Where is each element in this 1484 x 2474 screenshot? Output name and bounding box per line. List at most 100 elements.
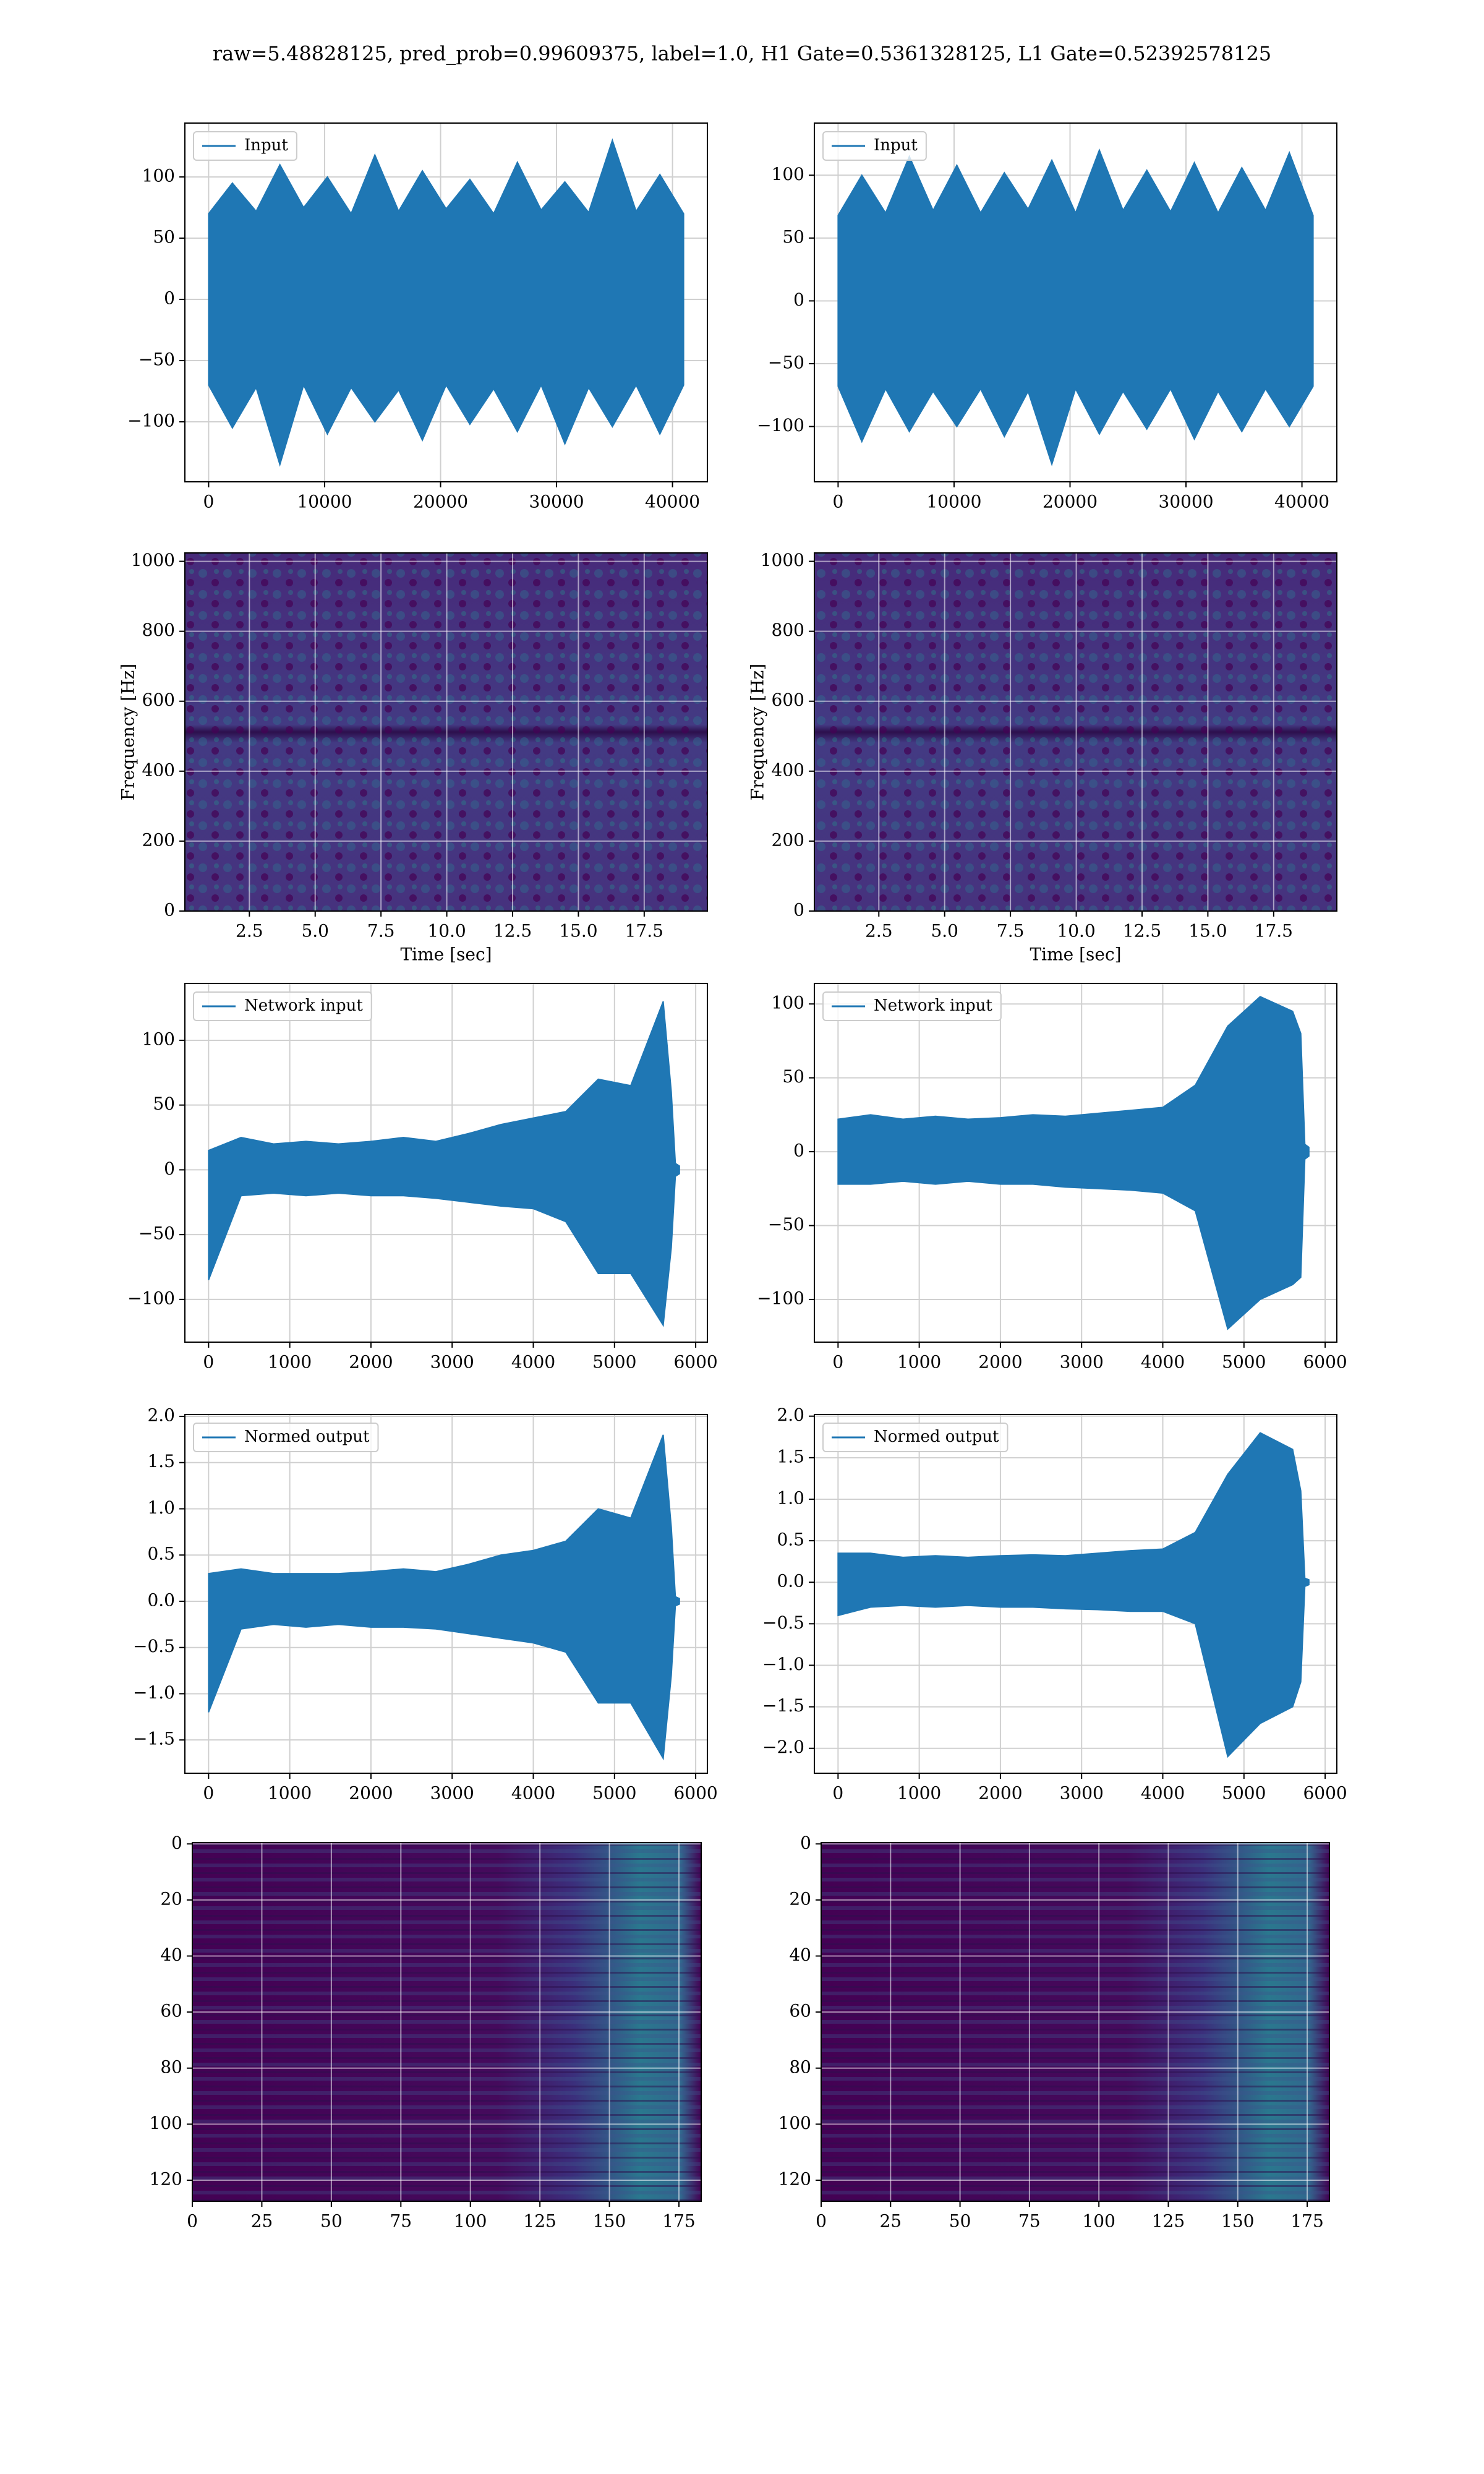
x-tick-label: 5000 [592, 1783, 636, 1804]
y-tick-label: 50 [153, 227, 175, 247]
y-tick-label: 0.5 [147, 1544, 175, 1564]
legend-box [193, 1423, 379, 1452]
axes-frame [821, 1842, 1330, 2202]
x-tick-label: 6000 [1303, 1783, 1347, 1804]
subplot: 0 1000 2000 3000 4000 5000 6000 −100 −50 0 50 100 Ne… [757, 983, 1347, 1372]
y-tick-label: −1.0 [762, 1654, 804, 1674]
subplot: 0 25 50 75 100 125 150 175 0 20 40 60 80 100 120 [150, 1833, 702, 2232]
y-tick-label: 1.0 [147, 1497, 175, 1518]
legend-box [193, 131, 297, 161]
x-tick-label: 5000 [1222, 1352, 1266, 1372]
y-tick-label: −1.5 [133, 1729, 175, 1749]
y-tick-label: 100 [772, 164, 804, 184]
x-tick-label: 175 [1290, 2211, 1323, 2232]
y-tick-label: 50 [782, 226, 804, 247]
subplot: 2.5 5.0 7.5 10.0 12.5 15.0 17.5 0 200 400 600 800 10… [748, 550, 1337, 965]
x-tick-label: 3000 [430, 1352, 474, 1372]
y-tick-label: 60 [160, 2001, 182, 2021]
x-tick-label: 10000 [926, 492, 981, 512]
x-tick-label: 4000 [1141, 1783, 1185, 1804]
x-tick-label: 125 [523, 2211, 556, 2232]
x-tick-label: 1000 [268, 1352, 312, 1372]
x-tick-label: 10.0 [427, 921, 466, 941]
signal-envelope [837, 148, 1314, 466]
y-tick-label: 0 [164, 900, 175, 920]
x-tick-label: 40000 [645, 492, 700, 512]
y-tick-label: 200 [142, 829, 175, 850]
x-tick-label: 0 [832, 492, 843, 512]
y-tick-label: 800 [772, 620, 804, 640]
x-tick-label: 2000 [978, 1783, 1022, 1804]
x-tick-label: 10.0 [1057, 921, 1095, 941]
x-tick-label: 20000 [413, 492, 468, 512]
x-tick-label: 150 [1221, 2211, 1254, 2232]
y-tick-label: 120 [150, 2169, 182, 2189]
heatmap-texture [192, 1843, 701, 2201]
legend-box [822, 991, 1002, 1021]
x-tick-label: 12.5 [493, 921, 532, 941]
x-axis-label: Time [sec] [400, 944, 492, 965]
y-tick-label: 400 [142, 760, 175, 780]
signal-envelope [837, 1432, 1310, 1758]
x-tick-label: 50 [949, 2211, 971, 2232]
y-tick-label: 1000 [131, 550, 175, 570]
y-axis-label: Frequency [Hz] [118, 664, 139, 800]
y-tick-label: 0.0 [777, 1571, 804, 1591]
x-tick-label: 40000 [1274, 492, 1329, 512]
x-axis-label: Time [sec] [1030, 944, 1121, 965]
x-tick-label: 4000 [1141, 1352, 1185, 1372]
y-tick-label: 0.0 [147, 1590, 175, 1610]
y-tick-label: 100 [142, 1029, 175, 1049]
y-tick-label: −50 [139, 349, 175, 370]
x-tick-label: 5000 [592, 1352, 636, 1372]
y-tick-label: 0 [793, 900, 804, 920]
y-tick-label: 0 [164, 1158, 175, 1179]
y-tick-label: −100 [757, 415, 804, 435]
x-tick-label: 2.5 [236, 921, 263, 941]
legend: Network input [822, 991, 1002, 1021]
y-tick-label: 0.5 [777, 1530, 804, 1550]
y-tick-label: 100 [150, 2113, 182, 2133]
figure-title: raw=5.48828125, pred_prob=0.99609375, la… [213, 42, 1271, 66]
subplot: 0 10000 20000 30000 40000 −100 −50 0 50 100 Input [127, 122, 708, 512]
y-tick-label: −50 [768, 353, 804, 373]
x-tick-label: 0 [203, 1352, 214, 1372]
x-tick-label: 75 [390, 2211, 412, 2232]
y-tick-label: −1.5 [762, 1695, 804, 1716]
x-tick-label: 5000 [1222, 1783, 1266, 1804]
y-axis-label: Frequency [Hz] [748, 664, 768, 800]
axes-frame [814, 1414, 1337, 1774]
y-tick-label: 20 [789, 1888, 811, 1909]
y-tick-label: 60 [789, 2001, 811, 2021]
x-tick-label: 2000 [349, 1352, 393, 1372]
axes-frame [814, 983, 1337, 1343]
x-tick-label: 10000 [297, 492, 352, 512]
y-tick-label: 200 [772, 829, 804, 850]
x-tick-label: 3000 [1060, 1783, 1104, 1804]
x-tick-label: 1000 [268, 1783, 312, 1804]
axes-frame [184, 983, 708, 1343]
legend: Network input [193, 991, 372, 1021]
subplot: 0 25 50 75 100 125 150 175 0 20 40 60 80 100 120 [778, 1833, 1330, 2232]
signal-envelope [208, 1434, 680, 1761]
y-tick-label: 40 [789, 1945, 811, 1965]
x-tick-label: 30000 [529, 492, 584, 512]
axes-frame [184, 122, 708, 482]
x-tick-label: 20000 [1043, 492, 1098, 512]
x-tick-label: 5.0 [931, 921, 958, 941]
x-tick-label: 7.5 [997, 921, 1025, 941]
y-tick-label: 400 [772, 760, 804, 780]
legend-box [822, 131, 927, 161]
x-tick-label: 0 [203, 1783, 214, 1804]
legend-label: Input [874, 136, 918, 155]
x-tick-label: 100 [1082, 2211, 1115, 2232]
legend: Normed output [193, 1423, 379, 1452]
x-tick-label: 17.5 [625, 921, 663, 941]
y-tick-label: 100 [142, 166, 175, 186]
axes-frame [184, 552, 708, 912]
x-tick-label: 17.5 [1255, 921, 1293, 941]
x-tick-label: 1000 [897, 1783, 941, 1804]
y-tick-label: 800 [142, 620, 175, 640]
